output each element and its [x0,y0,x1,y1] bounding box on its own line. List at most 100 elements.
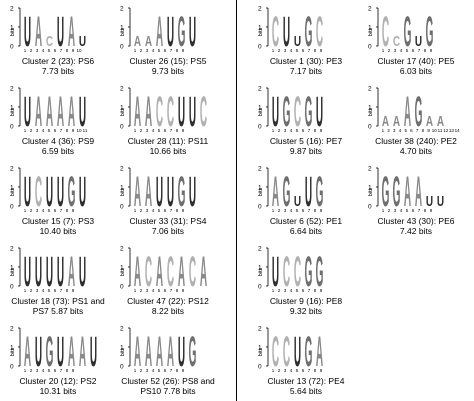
logo-panel: 2 1 0 bits 1 2 3 4 5 6 7 8 9 A A U U G U Cluster 33 (31): P… [118,166,228,240]
position-label: 4 [400,208,403,213]
logo-letter: C [393,32,400,50]
y-axis-label: bits [120,107,126,116]
position-label: 8 [176,208,179,213]
position-label: 5 [48,48,51,53]
logo-letter: U [35,327,42,375]
y-tick-label: 2 [258,6,262,13]
cluster-caption: Cluster 9 (16): PE8 9.32 bits [269,296,343,316]
logo-letter: G [189,327,197,375]
logo-letter: U [316,87,323,135]
y-tick-label: 0 [120,44,124,51]
position-label: 8 [314,128,317,133]
position-label: 1 [24,208,27,213]
position-label: 3 [284,288,287,293]
logo-letter: A [178,247,185,295]
logo-letter: U [57,7,64,55]
y-axis-label: bits [258,187,264,196]
cluster-caption: Cluster 2 (23): PS6 7.73 bits [21,56,95,76]
logo-letter: C [156,87,163,135]
position-label: 2 [278,128,281,133]
y-axis-label: bits [368,187,374,196]
position-label: 6 [164,288,167,293]
logo-panel: 2 1 0 bits 1 2 3 4 5 6 7 8 9 A C A C A C A Cluster 47 (22): … [118,246,228,320]
position-label: 5 [296,48,299,53]
position-label: 5 [48,208,51,213]
y-tick-label: 0 [368,204,372,211]
y-tick-label: 2 [120,166,124,173]
position-label: 7 [170,288,173,293]
position-label: 9 [182,208,185,213]
cluster-caption: Cluster 4 (36): PS9 6.59 bits [21,136,95,156]
position-label: 8 [176,128,179,133]
logo-letter: G [393,167,401,215]
logo-panel: 2 1 0 bits 1 2 3 4 5 6 7 8 9 U C U U G U Cluster 15 (7): PS… [8,166,118,240]
position-label: 6 [54,48,57,53]
cluster-caption: Cluster 17 (40): PE5 6.03 bits [377,56,455,76]
position-label: 7 [308,128,311,133]
logo-letter: A [316,327,323,375]
position-label: 5 [406,48,409,53]
y-tick-label: 1 [120,105,124,112]
y-tick-label: 1 [120,25,124,32]
y-tick-label: 2 [120,6,124,13]
logo-letter: A [134,167,141,215]
position-label: 2 [388,48,391,53]
logo-letter: U [283,7,290,55]
logo-letter: C [283,247,290,295]
position-label: 3 [146,128,149,133]
position-label: 5 [158,288,161,293]
position-label: 9 [72,128,75,133]
position-label: 5 [296,208,299,213]
position-label: 7 [60,48,63,53]
logo-letter: U [57,327,64,375]
position-label: 7 [308,48,311,53]
y-axis-label: bits [10,347,16,356]
y-axis-label: bits [258,267,264,276]
position-label: 6 [164,368,167,373]
position-label: 5 [296,128,299,133]
position-label: 7 [308,288,311,293]
logo-letter: A [404,167,411,215]
position-label: 5 [158,368,161,373]
position-label: 8 [176,288,179,293]
y-tick-label: 1 [120,185,124,192]
logo-letter: U [294,327,301,375]
logo-letter: U [24,7,31,55]
position-label: 4 [42,368,45,373]
y-tick-label: 1 [258,345,262,352]
logo-letter: A [57,87,64,135]
position-label: 9 [430,48,433,53]
position-label: 9 [182,288,185,293]
logo-letter: U [272,247,279,295]
y-tick-label: 2 [258,166,262,173]
position-label: 2 [140,48,143,53]
position-label: 4 [152,208,155,213]
position-label: 7 [416,128,419,133]
position-label: 4 [152,48,155,53]
position-label: 7 [60,128,63,133]
logo-letter: U [90,327,97,375]
position-label: 9 [72,208,75,213]
position-label: 1 [24,48,27,53]
position-label: 2 [278,368,281,373]
position-label: 9 [320,128,323,133]
y-tick-label: 2 [10,166,14,173]
logo-letter: U [272,87,279,135]
position-label: 6 [412,48,415,53]
position-label: 8 [314,208,317,213]
position-label: 1 [134,128,137,133]
logo-panel: 2 1 0 bits 1 2 3 4 5 6 7 8 9 A G U U G Cluster 6 (52): PE1… [256,166,366,240]
position-label: 2 [278,208,281,213]
logo-letter: U [437,192,444,210]
position-label: 1 [272,48,275,53]
cluster-caption: Cluster 6 (52): PE1 6.64 bits [269,216,343,236]
logo-letter: A [79,327,86,375]
logo-letter: G [316,247,324,295]
y-axis-label: bits [258,27,264,36]
position-label: 7 [60,208,63,213]
